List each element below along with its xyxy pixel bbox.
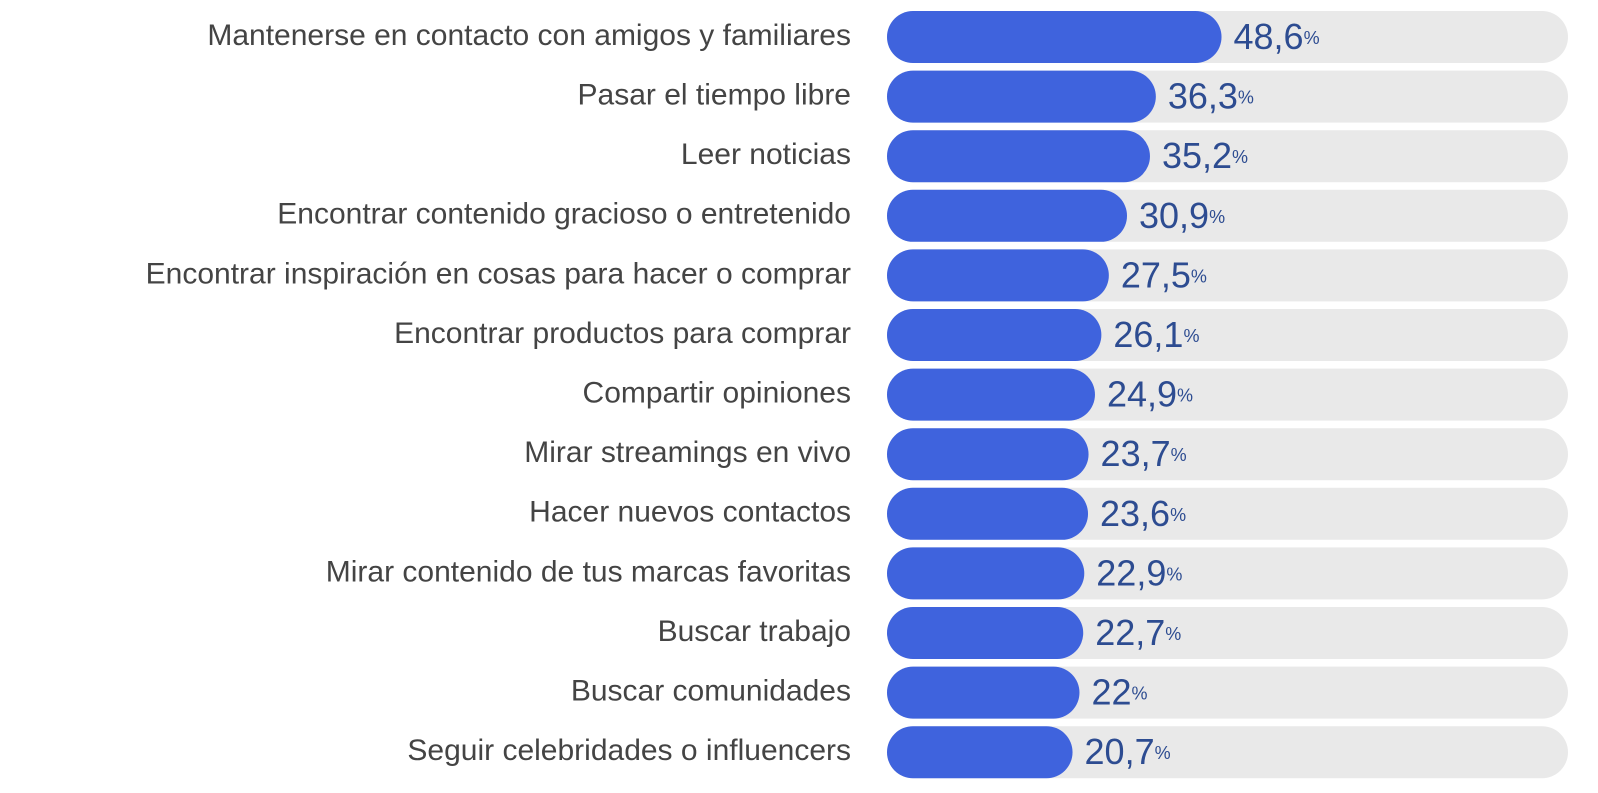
category-label: Buscar trabajo [658,615,851,648]
bar [887,368,1095,421]
bar [887,189,1128,242]
bar [887,487,1089,540]
value-label: 35,2% [1162,135,1248,176]
value-unit: % [1177,385,1193,405]
value-number: 23,7 [1101,433,1171,474]
value-label: 48,6% [1234,16,1320,57]
value-number: 48,6 [1234,16,1304,57]
bar [887,130,1150,183]
value-number: 36,3 [1168,75,1238,116]
category-label: Seguir celebridades o influencers [407,734,851,767]
value-unit: % [1191,266,1207,286]
bar [887,11,1222,63]
bar [887,607,1084,659]
value-number: 22,9 [1096,552,1166,593]
category-label: Pasar el tiempo libre [578,79,851,112]
value-label: 24,9% [1107,373,1193,414]
value-unit: % [1165,624,1181,644]
bar [887,70,1156,123]
value-unit: % [1171,445,1187,465]
bar [887,249,1109,302]
value-unit: % [1304,28,1320,48]
category-label: Buscar comunidades [571,675,851,708]
value-label: 27,5% [1121,254,1207,295]
category-label: Compartir opiniones [583,377,851,410]
value-label: 36,3% [1168,75,1254,116]
value-label: 30,9% [1139,194,1225,235]
bar [887,428,1089,481]
value-label: 23,7% [1101,433,1187,474]
value-number: 26,1 [1113,314,1183,355]
value-unit: % [1238,87,1254,107]
value-number: 22,7 [1095,612,1165,653]
value-number: 22 [1091,671,1131,712]
value-label: 26,1% [1113,314,1199,355]
category-label: Leer noticias [681,138,851,171]
value-unit: % [1209,207,1225,227]
value-label: 22,9% [1096,552,1182,593]
bar [887,547,1085,600]
value-number: 35,2 [1162,135,1232,176]
value-unit: % [1132,683,1148,703]
value-label: 22,7% [1095,612,1181,653]
value-label: 20,7% [1085,731,1171,772]
value-number: 20,7 [1085,731,1155,772]
category-label: Mirar contenido de tus marcas favoritas [326,555,851,588]
value-unit: % [1166,564,1182,584]
category-label: Hacer nuevos contactos [529,496,851,529]
category-label: Mirar streamings en vivo [524,436,851,469]
value-unit: % [1183,326,1199,346]
value-unit: % [1170,505,1186,525]
value-number: 30,9 [1139,194,1209,235]
category-label: Encontrar inspiración en cosas para hace… [146,257,851,290]
bar [887,666,1080,719]
category-label: Encontrar productos para comprar [394,317,851,350]
value-number: 23,6 [1100,492,1170,533]
value-number: 27,5 [1121,254,1191,295]
category-label: Mantenerse en contacto con amigos y fami… [207,19,851,52]
value-label: 23,6% [1100,492,1186,533]
value-number: 24,9 [1107,373,1177,414]
category-label: Encontrar contenido gracioso o entreteni… [277,198,851,231]
bar [887,309,1102,361]
value-label: 22% [1091,671,1147,712]
bar [887,726,1073,779]
value-unit: % [1232,147,1248,167]
value-unit: % [1155,743,1171,763]
